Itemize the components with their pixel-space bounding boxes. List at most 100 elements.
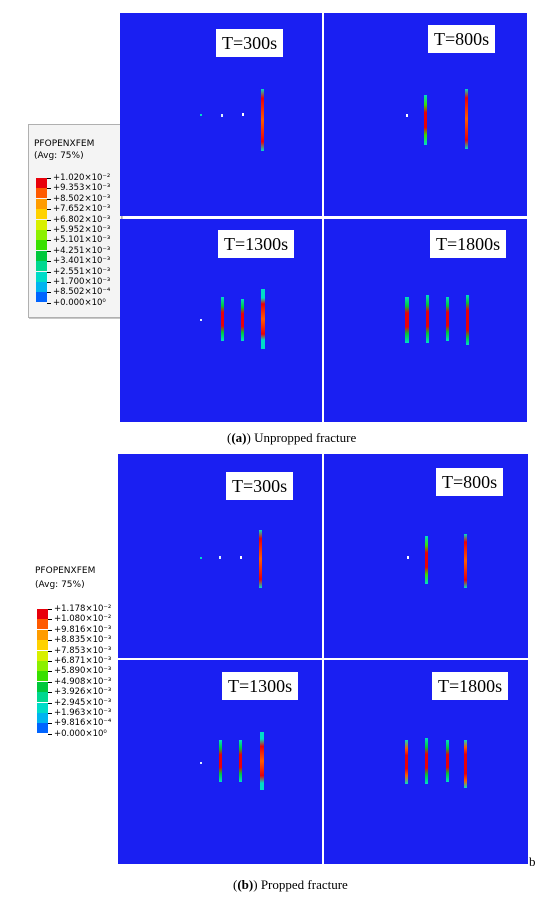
legend-swatch [36,209,47,220]
panel-t1800: T=1800s [324,219,527,422]
fracture-dot [221,114,223,117]
fracture-secondary [425,536,428,584]
legend-value: +0.000×10⁰ [53,297,106,308]
fracture-dot [406,114,408,117]
fracture-main [261,89,264,151]
legend-swatch [36,250,47,261]
caption-text: Propped fracture [260,877,348,892]
legend-swatch [36,198,47,209]
fracture-main [261,289,265,349]
legend-value: +1.178×10⁻² [54,604,112,614]
legend-average: (Avg: 75%) [34,151,84,161]
legend-tick [48,713,52,714]
legend-tick [47,209,51,211]
legend-row: +9.816×10⁻⁴ [30,718,118,734]
legend-value: +9.816×10⁻³ [54,624,112,635]
fracture-2 [239,740,242,782]
legend-row: +7.853×10⁻³ [30,646,118,661]
legend-scale: +1.020×10⁻² +9.353×10⁻³ +8.502×10⁻³ +7.652×… [29,173,121,308]
time-label: T=1300s [222,672,299,700]
legend-propped: PFOPENXFEM (Avg: 75%) +1.178×10⁻² +1.080×… [30,558,118,754]
legend-row: +5.952×10⁻³ [29,225,121,240]
legend-value: +6.871×10⁻³ [54,656,112,666]
legend-tick [47,292,51,294]
fracture-dot [240,556,242,559]
legend-row: +1.963×10⁻³ [30,708,118,723]
fracture-main [465,89,468,149]
time-label: T=800s [428,25,496,53]
fracture-2 [425,738,428,784]
fracture-3 [446,297,449,341]
legend-row: +1.178×10⁻² [30,604,118,619]
legend-swatch [37,702,48,713]
figure-propped: PFOPENXFEM (Avg: 75%) +1.178×10⁻² +1.080×… [0,450,550,899]
legend-unpropped: PFOPENXFEM (Avg: 75%) +1.020×10⁻² +9.353×… [28,124,122,318]
legend-tick [48,619,52,621]
legend-row: +2.945×10⁻³ [30,697,118,713]
legend-value: +8.502×10⁻⁴ [53,287,111,298]
caption-letter: (b) [237,877,254,892]
legend-swatch [36,292,47,303]
time-label: T=300s [226,472,294,500]
legend-tick [48,723,52,725]
legend-swatch [36,219,47,230]
legend-tick [48,702,52,704]
legend-tick [47,261,51,263]
legend-value: +5.101×10⁻³ [53,235,111,246]
legend-swatch [36,188,47,199]
legend-row: +1.020×10⁻² [29,173,121,188]
legend-value: +8.835×10⁻³ [54,635,112,646]
legend-tick [48,681,52,683]
legend-row: +9.353×10⁻³ [29,183,121,199]
figure-unpropped: PFOPENXFEM (Avg: 75%) +1.020×10⁻² +9.353×… [28,13,527,445]
legend-value: +4.251×10⁻³ [53,245,111,256]
time-label: T=1300s [218,230,295,258]
legend-swatch [37,650,48,661]
legend-tick [48,629,52,631]
fracture-1 [405,740,408,784]
legend-tick [48,609,52,610]
legend-swatch [37,619,48,630]
legend-swatch [36,261,47,272]
fracture-dot [242,113,244,116]
caption-propped: ((b)) Propped fracture [233,877,348,892]
legend-row: +8.502×10⁻⁴ [29,287,121,303]
legend-row: +4.908×10⁻³ [30,677,118,692]
legend-row: +2.551×10⁻³ [29,266,121,282]
legend-tick [47,178,51,179]
legend-swatch [36,178,47,188]
fracture-dot [200,114,202,116]
side-letter: b [529,854,536,869]
legend-value: +9.816×10⁻⁴ [54,718,112,729]
legend-tick [47,282,51,283]
fracture-3 [446,740,449,782]
legend-tick [48,671,52,673]
time-label: T=1800s [432,672,509,700]
legend-row: +8.502×10⁻³ [29,194,121,209]
legend-tick [47,240,51,242]
legend-average: (Avg: 75%) [35,580,85,590]
time-label: T=800s [436,468,504,496]
legend-swatch [36,230,47,240]
legend-value: +2.945×10⁻³ [54,697,112,708]
fracture-2 [241,299,244,341]
legend-row: +5.101×10⁻³ [29,235,121,251]
legend-tick [47,271,51,273]
legend-tick [47,302,51,304]
fracture-dot [200,319,202,321]
legend-row: +1.080×10⁻² [30,614,118,630]
fracture-dot [407,556,409,559]
legend-row: +0.000×10⁰ [30,729,118,739]
time-label: T=1800s [430,230,507,258]
caption-letter: (a) [231,430,247,445]
fracture-1 [405,297,409,343]
time-label: T=300s [216,29,284,57]
legend-variable: PFOPENXFEM [34,139,95,149]
legend-swatch [37,713,48,723]
legend-tick [48,733,52,735]
fracture-main [466,295,469,345]
legend-row: +0.000×10⁰ [29,298,121,308]
legend-swatch [37,609,48,619]
legend-swatch [37,681,48,692]
legend-value: +2.551×10⁻³ [53,266,111,277]
